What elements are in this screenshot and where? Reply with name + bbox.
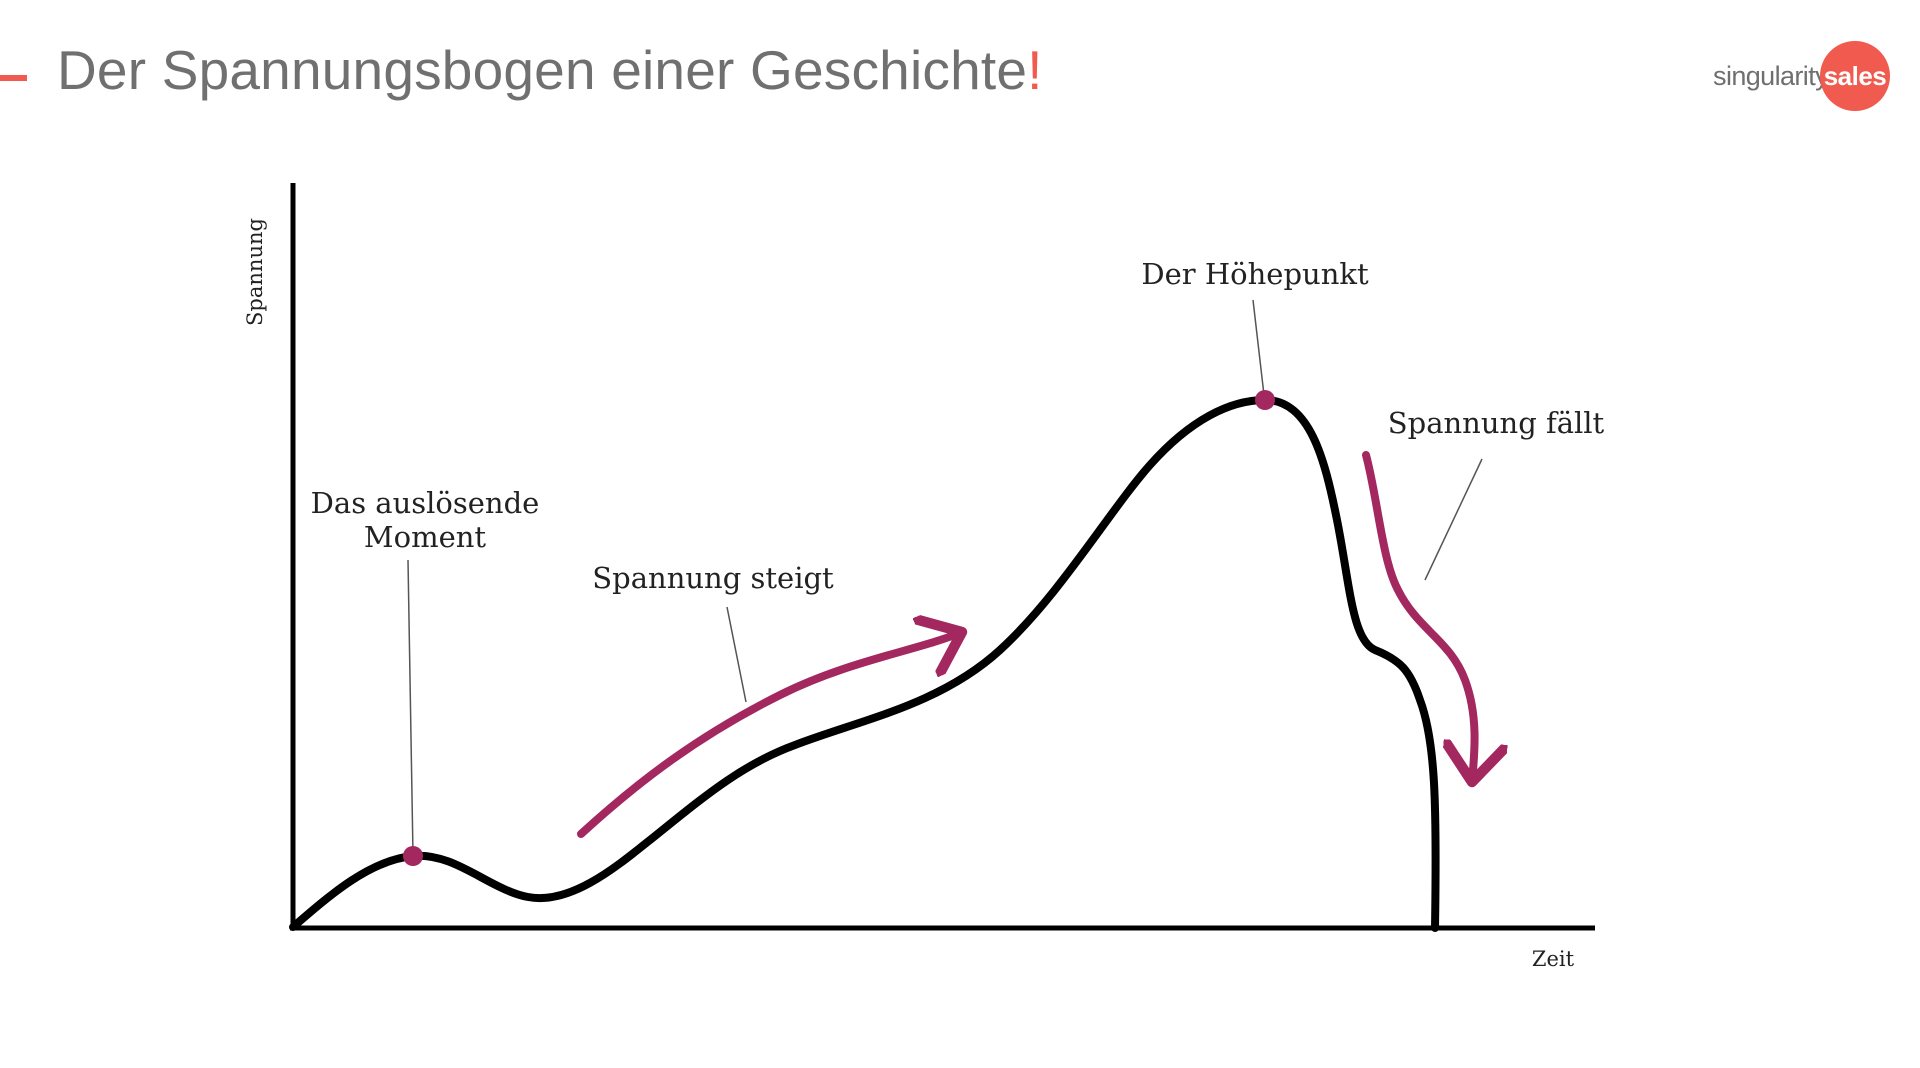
falling-tension-leader-line — [1424, 458, 1483, 581]
logo-text: singularity — [1713, 60, 1829, 91]
rising-tension-arrow — [577, 632, 962, 838]
title-accent-dash — [0, 75, 27, 81]
page-title: Der Spannungsbogen einer Geschichte! — [57, 40, 1043, 101]
logo-badge: sales — [1820, 41, 1890, 111]
tension-curve — [289, 396, 1440, 932]
logo-badge-text: sales — [1823, 60, 1887, 91]
inciting-moment-label-line2: Moment — [364, 520, 486, 554]
x-axis-label: Zeit — [1532, 947, 1575, 971]
inciting-moment-label-line1: Das auslösende — [311, 486, 540, 520]
y-axis-label: Spannung — [243, 218, 267, 326]
rising-tension-leader-line — [726, 606, 747, 703]
inciting-moment-marker — [403, 846, 423, 866]
climax-marker — [1255, 390, 1275, 410]
falling-tension-label: Spannung fällt — [1388, 406, 1605, 440]
inciting-moment-leader-line — [407, 559, 414, 856]
page-title-text: Der Spannungsbogen einer Geschichte — [57, 39, 1028, 101]
singularity-sales-logo: singularity sales — [1713, 41, 1890, 111]
climax-leader-line — [1252, 299, 1265, 396]
climax-label: Der Höhepunkt — [1141, 257, 1369, 291]
falling-tension-arrow — [1362, 451, 1475, 782]
rising-tension-label: Spannung steigt — [592, 561, 834, 595]
page-title-exclamation: ! — [1027, 39, 1043, 101]
